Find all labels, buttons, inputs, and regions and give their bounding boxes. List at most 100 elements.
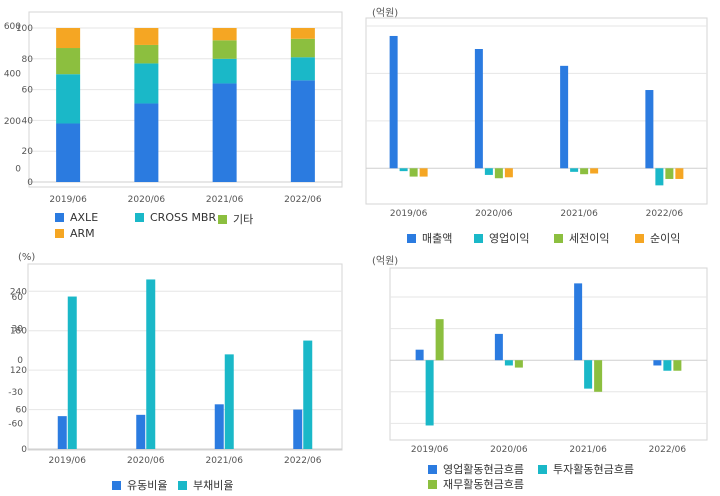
- bar: [570, 168, 579, 172]
- legend-label: 재무활동현금흐름: [443, 478, 524, 491]
- x-tick-label: 2020/06: [490, 445, 528, 455]
- legend-label: ARM: [70, 227, 95, 240]
- unit-label-cashflow: (억원): [372, 256, 399, 267]
- unit-label-income: (억원): [372, 8, 399, 19]
- legend-swatch: [554, 233, 563, 243]
- bar: [425, 360, 434, 426]
- legend-item-investing-cf: 투자활동현금흐름: [538, 461, 634, 477]
- bar-segment: [134, 28, 159, 45]
- bar: [57, 416, 67, 449]
- x-tick-label: 2022/06: [284, 456, 322, 466]
- bar-segment: [290, 38, 315, 58]
- bar-segment: [212, 58, 237, 84]
- y-tick-label: 0: [21, 445, 27, 455]
- bar: [224, 354, 234, 449]
- bar: [673, 360, 682, 371]
- bar: [560, 65, 569, 169]
- chart-ratios-svg: 0 60 120 180 240 2019/06 2020/06 2021/06 2022/06: [10, 263, 343, 466]
- legend-label: 유동비율: [127, 479, 168, 492]
- legend-income: 매출액 영업이익 세전이익 순이익: [407, 230, 707, 245]
- legend-item-net-profit: 순이익: [635, 230, 680, 246]
- y-tick-label: 60: [12, 293, 24, 303]
- legend-swatch: [135, 213, 144, 222]
- legend-item-debt-ratio: 부채비율: [178, 477, 233, 493]
- bar-segment: [56, 123, 81, 182]
- y-tick-label: 240: [10, 287, 27, 297]
- bar: [494, 333, 503, 361]
- x-tick-label: 2020/06: [127, 456, 165, 466]
- x-tick-label: 2020/06: [128, 195, 166, 205]
- x-tick-label: 2019/06: [411, 445, 449, 455]
- bar: [409, 168, 418, 177]
- legend-composition: AXLE CROSS MBR 기타 ARM: [55, 211, 355, 246]
- x-tick-label: 2021/06: [206, 456, 244, 466]
- legend-item-arm: ARM: [55, 227, 95, 240]
- legend-swatch: [218, 214, 227, 224]
- legend-label: AXLE: [70, 211, 99, 224]
- legend-item-current-ratio: 유동비율: [112, 477, 167, 493]
- y-tick-label: 0: [27, 178, 33, 188]
- unit-label-ratios: (%): [18, 252, 36, 263]
- bar: [494, 168, 503, 179]
- bar-segment: [56, 74, 81, 124]
- legend-label: 영업활동현금흐름: [443, 463, 524, 476]
- chart-panel-income: (억원) 0 200 400 600 2019/06 2020/06 2021/06 2022…: [4, 0, 720, 248]
- legend-swatch: [178, 480, 187, 490]
- legend-label: 부채비율: [193, 479, 234, 492]
- bar: [584, 360, 593, 389]
- bar: [67, 296, 77, 449]
- y-tick-label: 100: [16, 24, 33, 34]
- plot-frame: [27, 263, 343, 451]
- bar: [293, 409, 303, 449]
- y-tick-label: 180: [10, 327, 27, 337]
- x-tick-label: 2020/06: [475, 209, 513, 219]
- bar-segment: [290, 28, 315, 39]
- x-tick-label: 2019/06: [49, 456, 87, 466]
- bar: [655, 168, 664, 186]
- y-tick-label: 20: [22, 147, 34, 157]
- y-tick-label: 120: [10, 366, 27, 376]
- legend-ratios: 유동비율 부채비율: [112, 477, 312, 492]
- bar-segment: [290, 80, 315, 182]
- x-tick-label: 2022/06: [284, 195, 322, 205]
- x-tick-label: 2021/06: [569, 445, 607, 455]
- bar-segment: [212, 83, 237, 182]
- bar: [514, 360, 523, 368]
- legend-item-cross-mbr: CROSS MBR: [135, 211, 216, 224]
- legend-item-operating-profit: 영업이익: [474, 230, 529, 246]
- bar: [574, 283, 583, 361]
- legend-swatch: [538, 464, 547, 474]
- chart-panel-composition: 0 20 40 60 80 100 2019/06 2020/06 2021/06 2022/06…: [0, 0, 360, 248]
- y-tick-label: 600: [4, 22, 21, 32]
- bar-segment: [290, 57, 315, 81]
- bar: [415, 349, 424, 361]
- bar-segment: [212, 40, 237, 59]
- bar: [419, 168, 428, 177]
- legend-item-financing-cf: 재무활동현금흐름: [428, 476, 524, 492]
- x-tick-label: 2021/06: [206, 195, 244, 205]
- legend-label: 투자활동현금흐름: [553, 463, 634, 476]
- x-tick-label: 2022/06: [649, 445, 687, 455]
- x-tick-label: 2019/06: [390, 209, 428, 219]
- bar: [435, 319, 444, 361]
- chart-panel-ratios: (%) 0 60 120 180 240 2019/06 2020/06 2021/06 202…: [0, 248, 360, 496]
- bar: [214, 404, 224, 449]
- bar: [504, 360, 513, 366]
- y-tick-label: 60: [16, 406, 28, 416]
- legend-swatch: [112, 480, 121, 490]
- bar: [389, 35, 398, 169]
- bar-segment: [134, 103, 159, 182]
- bar: [675, 168, 684, 179]
- bar: [504, 168, 513, 178]
- y-tick-label: 0: [15, 164, 21, 174]
- bar: [653, 360, 662, 366]
- bar: [590, 168, 599, 174]
- legend-swatch: [55, 229, 64, 238]
- plot-frame: [28, 11, 343, 188]
- bar: [136, 414, 146, 449]
- legend-label: 세전이익: [569, 232, 610, 245]
- legend-label: 영업이익: [489, 232, 530, 245]
- legend-swatch: [635, 233, 644, 243]
